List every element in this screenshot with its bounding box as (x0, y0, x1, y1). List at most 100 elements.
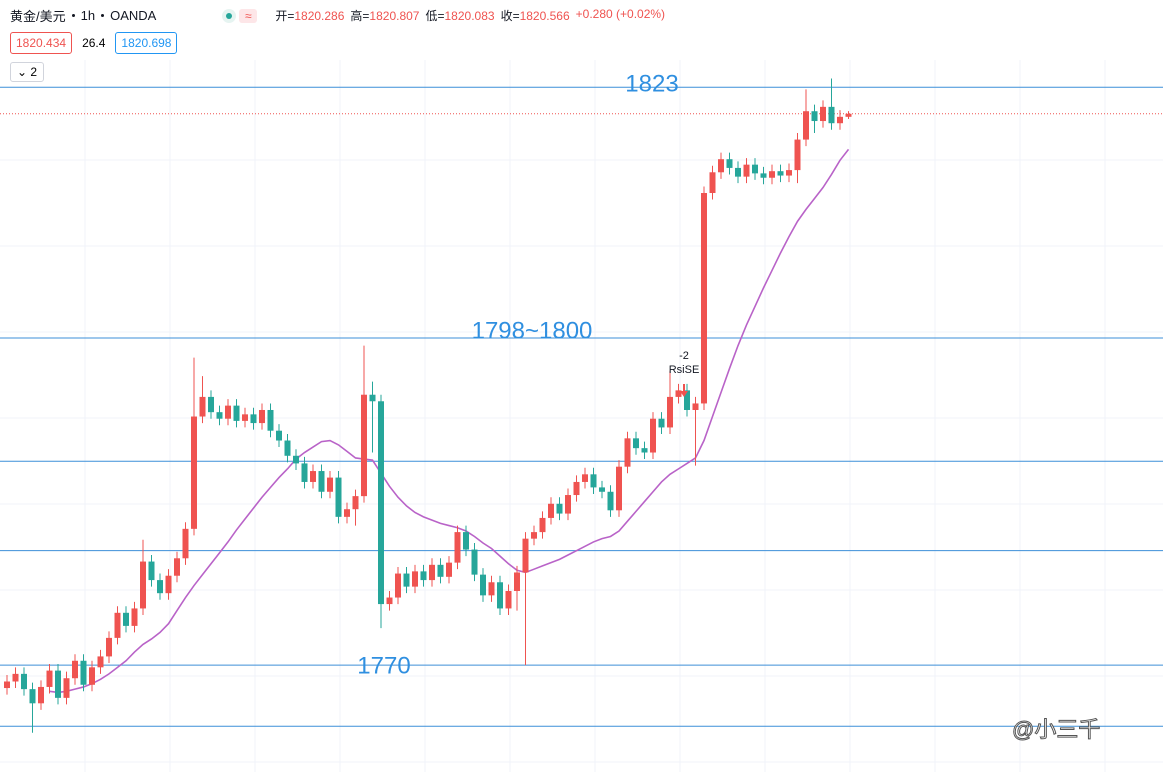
ohlc-value: 1820.286 (294, 9, 345, 23)
ohlc-label: 开= (275, 9, 295, 23)
candle-body (437, 564, 444, 577)
candle-body (480, 574, 486, 596)
candle-body (4, 681, 10, 689)
symbol: 黄金/美元 (10, 9, 66, 24)
candle-body (454, 532, 461, 563)
candle-body (769, 171, 775, 178)
candle-body (837, 116, 843, 124)
candle-body (573, 481, 580, 496)
level-label: 1770 (357, 652, 410, 679)
candle-body (412, 571, 418, 587)
candle-body (624, 438, 631, 467)
candle-body (80, 660, 87, 685)
candle-body (675, 390, 682, 397)
candle-body (641, 448, 648, 453)
candle-body (531, 532, 537, 539)
candle-body (726, 159, 733, 168)
candle-body (760, 173, 767, 178)
candle-body (429, 564, 435, 581)
ask[interactable]: 1820.698 (115, 32, 178, 54)
level-label: 1798~1800 (472, 317, 593, 344)
ohlc-label: 低= (425, 9, 445, 23)
bid[interactable]: 1820.434 (10, 32, 73, 54)
candle-body (301, 463, 308, 482)
candle-body (420, 571, 427, 581)
candle-body (250, 414, 257, 424)
ohlc-value: 1820.083 (444, 9, 495, 23)
candle-body (225, 405, 231, 419)
candle-body (140, 561, 146, 609)
candle-body (259, 409, 265, 424)
candle-body (743, 164, 750, 177)
candle-body (106, 637, 112, 657)
candle-body (616, 466, 622, 511)
candle-body (395, 573, 401, 598)
candle-body (446, 562, 452, 577)
candle-body (21, 673, 27, 690)
candle-body (148, 561, 155, 581)
candle-body (803, 111, 809, 140)
candle-body (284, 440, 291, 456)
ohlc-label: 高= (350, 9, 370, 23)
candle-body (63, 678, 70, 698)
ma-line (49, 148, 850, 694)
sep (101, 14, 105, 17)
candle-body (786, 170, 792, 176)
candle-body (488, 582, 495, 596)
candle-body (522, 538, 529, 573)
candle-body (276, 430, 282, 441)
annotation: RsiSE (669, 364, 700, 376)
candle-body (463, 532, 469, 550)
candle-body (590, 474, 597, 488)
ohlc-label: 收= (500, 9, 520, 23)
watermark: @小三千 (1011, 717, 1101, 743)
candle-body (352, 496, 359, 510)
candle-body (820, 106, 826, 122)
candle-body (378, 401, 384, 605)
candle-body (182, 528, 189, 559)
candle-body (89, 667, 95, 685)
candle-body (777, 171, 784, 176)
candle-body (123, 612, 129, 626)
candle-body (735, 167, 741, 177)
exchange: OANDA (110, 8, 157, 23)
candle-body (752, 164, 758, 174)
indicator-count: 2 (30, 65, 38, 79)
candle-body (565, 495, 571, 514)
level-label: 1823 (625, 71, 678, 98)
candle-body (242, 414, 248, 421)
candle-body (55, 670, 61, 698)
spread: 26.4 (82, 36, 106, 50)
candle-body (310, 471, 316, 482)
candle-body (539, 517, 546, 533)
candle-body (38, 686, 44, 704)
header: 黄金/美元 1h OANDA ≈ 开=1820.286 高=1820.807 低… (10, 6, 665, 25)
candle-body (607, 491, 614, 511)
candle-body (97, 656, 104, 668)
candle-body (667, 396, 673, 428)
candle-body (548, 503, 554, 518)
candle-body (335, 477, 342, 517)
candle-body (361, 394, 367, 497)
status[interactable]: ≈ (222, 8, 258, 23)
candle-body (369, 394, 376, 402)
candle-body (582, 474, 588, 482)
candle-body (199, 396, 206, 417)
candle-body (811, 111, 818, 122)
ohlc-value: 1820.566 (519, 9, 570, 23)
candle-body (165, 575, 172, 594)
candle-body (72, 660, 78, 679)
candle-body (174, 558, 180, 576)
candle-body (599, 487, 605, 492)
candle-body (403, 573, 410, 587)
candle-body (386, 597, 393, 605)
candle-body (514, 572, 520, 591)
candle-body (157, 580, 163, 594)
indicator-toggle[interactable]: ⌄ 2 (10, 62, 45, 82)
signal-arrow (680, 384, 688, 397)
candle-body (12, 673, 19, 682)
candle-body (233, 405, 240, 421)
ohlc-value: 1820.807 (369, 9, 420, 23)
